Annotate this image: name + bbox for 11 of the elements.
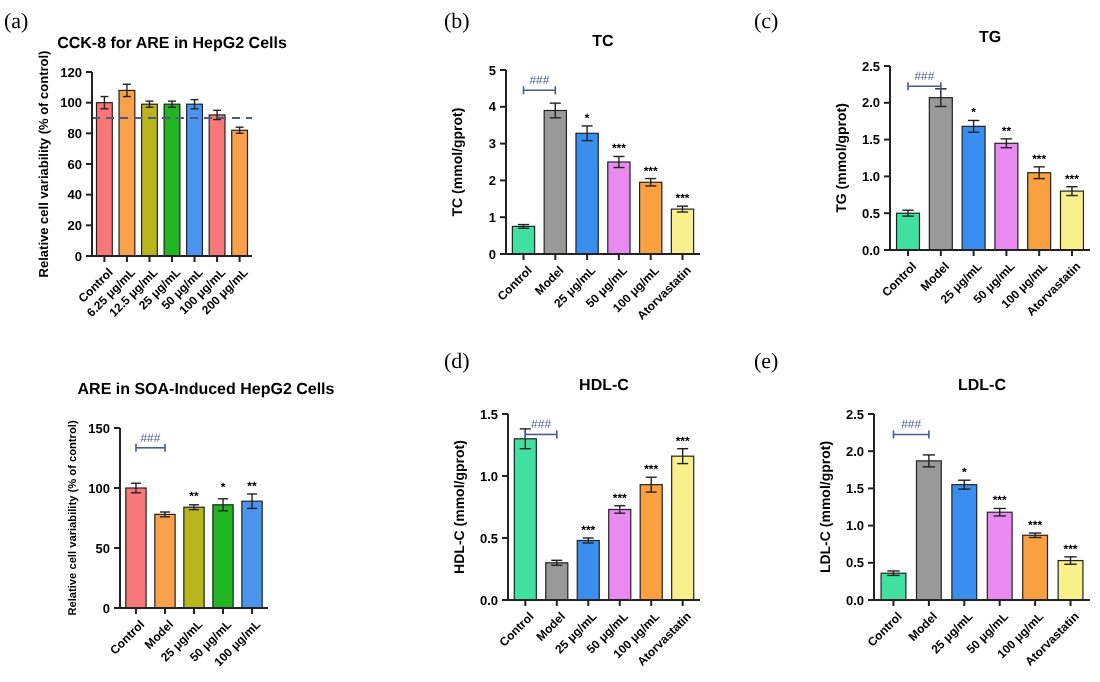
chart-title: TC — [592, 32, 615, 50]
chart-title: ARE in SOA-Induced HepG2 Cells — [77, 380, 336, 398]
text: (c) — [754, 10, 780, 34]
text: (e) — [754, 350, 780, 374]
chart-title: LDL-C — [958, 376, 1007, 394]
text: (b) — [444, 10, 471, 34]
chart-title: CCK-8 for ARE in HepG2 Cells — [57, 34, 288, 52]
chart-title: HDL-C — [579, 376, 630, 394]
chart-title: TG — [978, 28, 1002, 46]
text: (d) — [444, 350, 471, 374]
text: (a) — [4, 10, 30, 34]
